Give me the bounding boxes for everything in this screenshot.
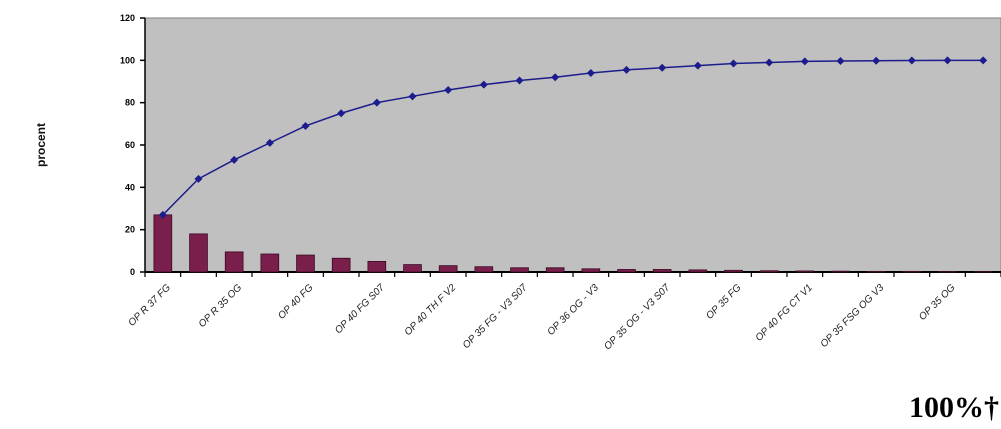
line-point: [408, 92, 417, 101]
line-point: [372, 98, 381, 107]
x-tick-label: OP 40 FG S07: [333, 282, 387, 336]
plot-area: [144, 17, 1001, 273]
bar: [153, 214, 173, 273]
line-point: [943, 56, 952, 65]
line-point: [765, 58, 774, 67]
y-tick-label: 120: [120, 13, 135, 23]
line-point: [907, 56, 916, 65]
line-point: [515, 76, 524, 85]
bar: [688, 269, 708, 273]
y-tick-label: 0: [130, 267, 135, 277]
x-tick-label: OP 35 FSG OG V3: [819, 282, 887, 350]
line-point: [158, 210, 167, 219]
line-point: [586, 69, 595, 78]
bar: [831, 270, 850, 273]
bar: [296, 254, 315, 273]
y-tick-label: 80: [125, 98, 135, 108]
x-tick-label: OP 40 FG CT V1: [754, 282, 815, 343]
bar: [367, 261, 387, 273]
bar: [510, 267, 529, 273]
bar: [652, 269, 672, 273]
bar: [545, 267, 565, 273]
cumulative-line: [162, 59, 984, 216]
bar: [189, 233, 208, 273]
line-point: [836, 56, 845, 65]
y-tick-label: 60: [125, 140, 135, 150]
bar: [866, 270, 886, 273]
line-point: [551, 73, 560, 82]
bar: [331, 257, 351, 273]
bar: [795, 270, 815, 273]
line-point: [479, 80, 488, 89]
y-tick-label: 20: [125, 225, 135, 235]
x-tick-label: OP 35 OG: [917, 282, 958, 323]
line-point: [301, 121, 310, 130]
x-tick-label: OP 40 TH F V2: [403, 282, 459, 338]
y-tick-label: 40: [125, 182, 135, 192]
bar: [438, 265, 458, 273]
y-axis-label: procent: [34, 123, 48, 167]
bar: [474, 266, 494, 273]
line-point: [230, 155, 239, 164]
bar: [224, 251, 244, 273]
line-point: [658, 63, 667, 72]
line-point: [337, 109, 346, 118]
line-point: [265, 138, 274, 147]
line-point: [444, 85, 453, 94]
line-point: [872, 56, 881, 65]
line-point: [979, 56, 988, 65]
bar: [581, 268, 601, 273]
x-tick-label: OP 35 FG: [704, 282, 744, 322]
line-point: [622, 65, 631, 74]
y-tick-label: 100: [120, 55, 135, 65]
footnote-text: 100%†: [909, 391, 999, 424]
line-point: [693, 61, 702, 70]
line-point: [800, 57, 809, 66]
x-tick-label: OP R 37 FG: [127, 282, 174, 329]
line-point: [729, 59, 738, 68]
bar: [902, 270, 922, 273]
x-tick-label: OP 35 OG - V3 S07: [602, 282, 672, 352]
bar: [260, 253, 280, 273]
x-tick-label: OP 36 OG - V3: [545, 282, 601, 338]
line-point: [194, 174, 203, 183]
x-tick-label: OP 35 FG - V3 S07: [461, 282, 530, 351]
x-tick-label: OP R 35 OG: [197, 282, 245, 330]
bar: [617, 269, 636, 273]
bar: [403, 264, 422, 273]
x-tick-label: OP 40 FG: [276, 282, 316, 322]
bar: [724, 269, 743, 273]
bar: [759, 270, 779, 273]
